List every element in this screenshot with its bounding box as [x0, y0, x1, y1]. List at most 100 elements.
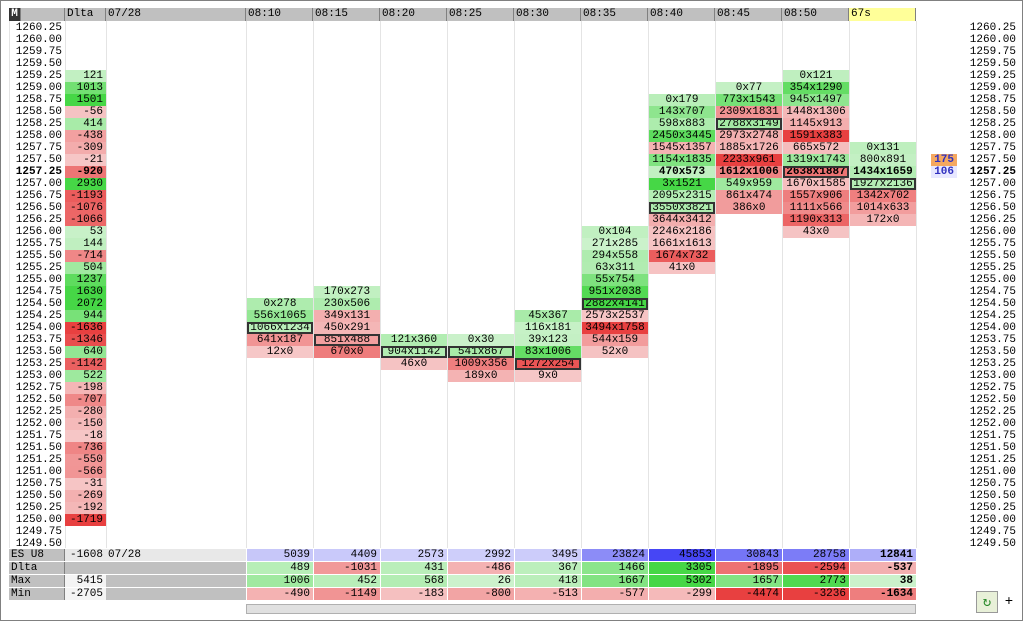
summary-cell: -800: [448, 588, 514, 600]
footprint-cell: 904x1142: [381, 346, 447, 358]
summary-cell: 2573: [381, 549, 447, 561]
price-label: 1249.75: [15, 526, 62, 538]
footprint-cell: 1661x1613: [649, 238, 715, 250]
price-label: 1252.25: [15, 406, 62, 418]
footprint-cell: 2309x1831: [716, 106, 782, 118]
price-label-right: 1251.00: [969, 466, 1016, 478]
price-label-right: 1254.25: [969, 310, 1016, 322]
price-label-right: 1250.50: [969, 490, 1016, 502]
price-label: 1259.50: [15, 58, 62, 70]
price-label-right: 1259.75: [969, 46, 1016, 58]
column-divider: [916, 21, 917, 548]
delta-cell: 414: [65, 118, 106, 130]
scrollbar[interactable]: [246, 604, 916, 614]
footprint-cell: 170x273: [314, 286, 380, 298]
price-label-right: 1254.50: [969, 298, 1016, 310]
footprint-cell: 143x707: [649, 106, 715, 118]
footprint-cell: 1319x1743: [783, 154, 849, 166]
summary-total: 5415: [65, 575, 106, 587]
price-label: 1256.75: [15, 190, 62, 202]
price-label-right: 1257.25: [969, 166, 1016, 178]
footprint-cell: 1190x313: [783, 214, 849, 226]
price-label-right: 1254.00: [969, 322, 1016, 334]
footprint-cell: 0x179: [649, 94, 715, 106]
footprint-cell: 641x187: [247, 334, 313, 346]
delta-cell: -714: [65, 250, 106, 262]
footprint-cell: 1674x732: [649, 250, 715, 262]
price-label-right: 1252.00: [969, 418, 1016, 430]
delta-cell: -1636: [65, 322, 106, 334]
footprint-cell: 9x0: [515, 370, 581, 382]
price-label-right: 1250.00: [969, 514, 1016, 526]
summary-cell: 30843: [716, 549, 782, 561]
price-label: 1251.25: [15, 454, 62, 466]
summary-cell: -577: [582, 588, 648, 600]
delta-cell: -309: [65, 142, 106, 154]
summary-cell: 431: [381, 562, 447, 574]
footprint-cell: 52x0: [582, 346, 648, 358]
footprint-cell: 0x121: [783, 70, 849, 82]
corner-header: [21, 8, 65, 21]
price-label: 1253.75: [15, 334, 62, 346]
summary-cell: -1895: [716, 562, 782, 574]
price-label: 1249.50: [15, 538, 62, 550]
time-header: 08:40: [648, 8, 715, 21]
price-label-right: 1252.25: [969, 406, 1016, 418]
refresh-button[interactable]: ↻: [976, 591, 998, 613]
price-label-right: 1256.75: [969, 190, 1016, 202]
menu-button[interactable]: M: [9, 8, 21, 21]
footprint-cell: 951x2038: [582, 286, 648, 298]
time-header: 08:15: [313, 8, 380, 21]
price-label-right: 1252.50: [969, 394, 1016, 406]
time-header: 08:10: [246, 8, 313, 21]
delta-cell: 121: [65, 70, 106, 82]
footprint-cell: 544x159: [582, 334, 648, 346]
footprint-cell: 1545x1357: [649, 142, 715, 154]
column-divider: [9, 21, 10, 548]
footprint-cell: 12x0: [247, 346, 313, 358]
delta-cell: -920: [65, 166, 106, 178]
summary-cell: 23824: [582, 549, 648, 561]
price-label: 1256.25: [15, 214, 62, 226]
price-label: 1258.50: [15, 106, 62, 118]
price-label-right: 1259.25: [969, 70, 1016, 82]
price-label: 1250.75: [15, 478, 62, 490]
summary-label: Dlta: [9, 562, 65, 574]
price-label: 1254.25: [15, 310, 62, 322]
price-label-right: 1260.25: [969, 22, 1016, 34]
price-label: 1260.00: [15, 34, 62, 46]
price-label-right: 1251.50: [969, 442, 1016, 454]
column-divider: [313, 21, 314, 548]
footprint-cell: 1927x2136: [850, 178, 916, 190]
footprint-cell: 3644x3412: [649, 214, 715, 226]
summary-total: -1608: [65, 549, 106, 561]
delta-cell: -18: [65, 430, 106, 442]
price-label: 1258.75: [15, 94, 62, 106]
price-label-right: 1254.75: [969, 286, 1016, 298]
price-label: 1258.00: [15, 130, 62, 142]
summary-cell: 5302: [649, 575, 715, 587]
column-divider: [514, 21, 515, 548]
summary-date: [106, 562, 246, 574]
footprint-cell: 670x0: [314, 346, 380, 358]
summary-total: -2705: [65, 588, 106, 600]
summary-cell: 3305: [649, 562, 715, 574]
price-label: 1256.50: [15, 202, 62, 214]
delta-cell: -280: [65, 406, 106, 418]
add-button[interactable]: +: [1004, 594, 1014, 610]
footprint-cell: 349x131: [314, 310, 380, 322]
time-header: 08:35: [581, 8, 648, 21]
footprint-cell: 556x1065: [247, 310, 313, 322]
price-label-right: 1250.75: [969, 478, 1016, 490]
price-label: 1256.00: [15, 226, 62, 238]
price-label-right: 1249.75: [969, 526, 1016, 538]
footprint-cell: 2573x2537: [582, 310, 648, 322]
price-label: 1252.00: [15, 418, 62, 430]
price-label: 1255.00: [15, 274, 62, 286]
delta-cell: -1193: [65, 190, 106, 202]
delta-cell: -1076: [65, 202, 106, 214]
summary-cell: 367: [515, 562, 581, 574]
price-label-right: 1259.50: [969, 58, 1016, 70]
footprint-cell: 0x104: [582, 226, 648, 238]
